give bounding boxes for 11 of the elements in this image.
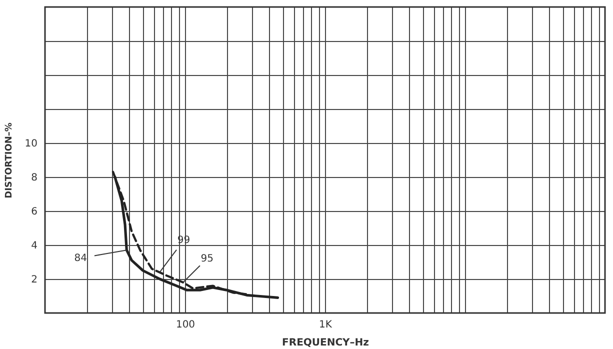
x-tick-label: 100 bbox=[176, 320, 196, 330]
y-tick-label: 10 bbox=[24, 138, 38, 150]
annotation: 84 bbox=[74, 253, 88, 264]
y-axis-title: DISTORTION–% bbox=[4, 122, 14, 198]
y-tick-label: 2 bbox=[31, 274, 38, 286]
y-tick-label: 4 bbox=[31, 240, 38, 252]
y-tick-label: 8 bbox=[31, 172, 38, 184]
annotation: 95 bbox=[200, 253, 214, 264]
y-tick-label: 6 bbox=[31, 206, 38, 218]
x-tick-label: 1K bbox=[319, 320, 332, 330]
x-axis-title: FREQUENCY–Hz bbox=[282, 338, 370, 348]
